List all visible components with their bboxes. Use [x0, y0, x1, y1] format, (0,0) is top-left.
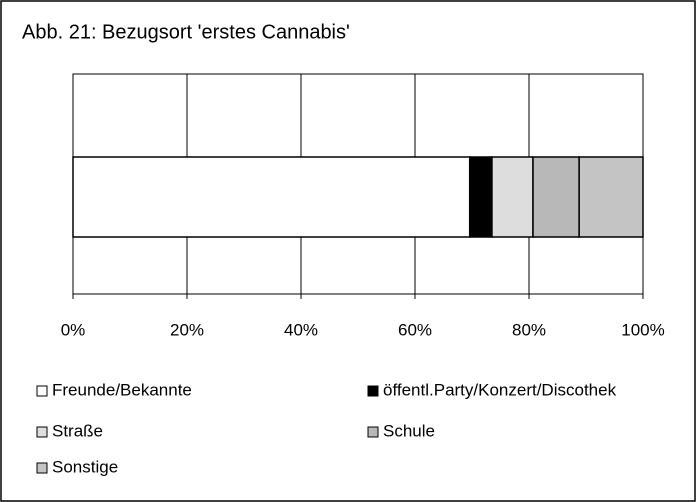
- bar-segment: [72, 156, 471, 238]
- bar-segment: [532, 156, 580, 238]
- legend-label: Straße: [52, 421, 103, 440]
- legend-label: öffentl.Party/Konzert/Discothek: [383, 380, 617, 399]
- x-tick-label: 80%: [512, 320, 546, 339]
- chart-title: Abb. 21: Bezugsort 'erstes Cannabis': [22, 21, 350, 43]
- x-tick-label: 100%: [621, 320, 664, 339]
- legend-swatch: [36, 385, 48, 397]
- x-tick-label: 40%: [284, 320, 318, 339]
- legend-swatch: [367, 426, 379, 438]
- x-tick-label: 0%: [61, 320, 86, 339]
- bar-segment: [491, 156, 534, 238]
- legend-label: Schule: [383, 421, 435, 440]
- legend-label: Sonstige: [52, 457, 118, 476]
- legend-swatch: [36, 426, 48, 438]
- x-tick-label: 60%: [398, 320, 432, 339]
- legend-swatch: [367, 385, 379, 397]
- bar-segment: [578, 156, 644, 238]
- legend-label: Freunde/Bekannte: [52, 380, 192, 399]
- legend-swatch: [36, 462, 48, 474]
- bar-segment: [468, 156, 493, 238]
- x-tick-label: 20%: [170, 320, 204, 339]
